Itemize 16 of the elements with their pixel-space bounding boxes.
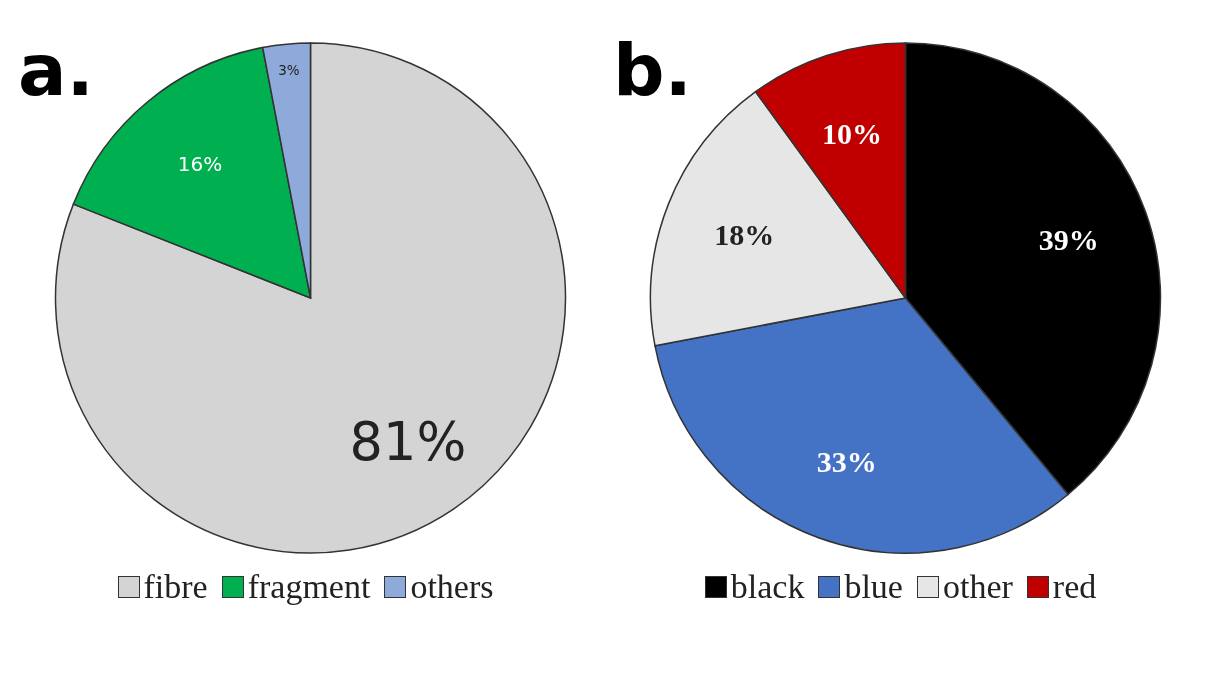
data-label: 16%	[177, 152, 223, 177]
data-label: 39%	[1038, 222, 1099, 256]
legend-label: other	[942, 568, 1013, 606]
data-label: 3%	[278, 61, 300, 78]
chart-title: a.	[18, 28, 94, 112]
chart-title: b.	[613, 28, 692, 112]
legend-label: red	[1052, 568, 1097, 606]
legend-label: black	[730, 568, 805, 606]
legend-label: blue	[844, 568, 903, 606]
legend-label: fragment	[247, 568, 371, 606]
legend-label: others	[410, 568, 494, 606]
legend-label: fibre	[143, 568, 208, 606]
data-label: 18%	[714, 217, 775, 251]
data-label: 33%	[816, 444, 877, 478]
data-label: 10%	[821, 116, 882, 150]
data-label: 81%	[349, 410, 467, 472]
